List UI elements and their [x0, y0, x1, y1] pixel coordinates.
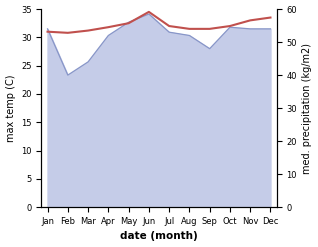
Y-axis label: max temp (C): max temp (C) [5, 74, 16, 142]
X-axis label: date (month): date (month) [120, 231, 198, 242]
Y-axis label: med. precipitation (kg/m2): med. precipitation (kg/m2) [302, 43, 313, 174]
